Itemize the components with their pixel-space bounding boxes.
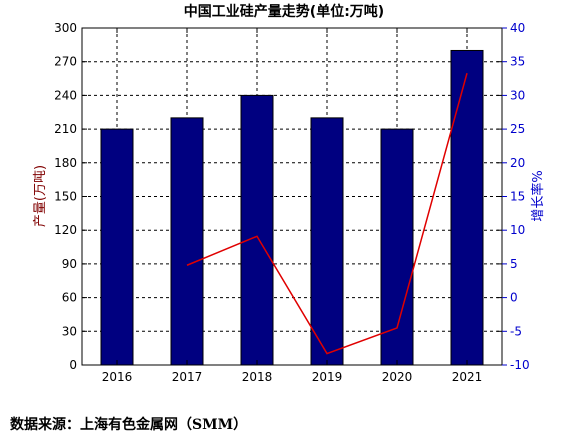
growth-line-group: [186, 72, 468, 355]
right-axis: -10 -5 0 5 10 15 20 25 30 35 40: [502, 21, 530, 372]
y2-tick-label: 5: [510, 257, 518, 271]
bars-group: [100, 49, 484, 366]
bar: [380, 128, 414, 366]
x-tick-label: 2018: [242, 370, 273, 384]
y2-tick-label: 35: [510, 55, 525, 69]
y-tick-label: 30: [62, 324, 77, 338]
y-tick-label: 210: [54, 122, 77, 136]
grid-lines: [82, 28, 502, 365]
y2-axis-label: 增长率%: [530, 170, 546, 221]
x-tick-label: 2019: [312, 370, 343, 384]
y2-tick-label: 30: [510, 88, 525, 102]
y-tick-label: 0: [69, 358, 77, 372]
y2-tick-label: 10: [510, 223, 525, 237]
y2-tick-label: -5: [510, 324, 522, 338]
y-tick-label: 300: [54, 21, 77, 35]
y-tick-label: 180: [54, 156, 77, 170]
y2-tick-label: 40: [510, 21, 525, 35]
x-tick-label: 2016: [102, 370, 133, 384]
y2-tick-label: 0: [510, 291, 518, 305]
y2-tick-label: 20: [510, 156, 525, 170]
growth-rate-line: [186, 72, 468, 355]
y-tick-label: 240: [54, 88, 77, 102]
y2-tick-label: 25: [510, 122, 525, 136]
x-tick-label: 2020: [382, 370, 413, 384]
bar: [100, 128, 134, 366]
y-tick-label: 150: [54, 190, 77, 204]
x-axis: 2016 2017 2018 2019 2020 2021: [102, 28, 483, 384]
y-tick-label: 90: [62, 257, 77, 271]
y2-tick-label: 15: [510, 190, 525, 204]
bar: [310, 117, 344, 366]
x-tick-label: 2017: [172, 370, 203, 384]
bar: [450, 49, 484, 366]
chart-title: 中国工业硅产量走势(单位:万吨): [184, 3, 384, 20]
y-axis-label: 产量(万吨): [33, 165, 48, 227]
y-tick-label: 270: [54, 55, 77, 69]
bar: [240, 94, 274, 366]
y-tick-label: 60: [62, 291, 77, 305]
source-footer: 数据来源：上海有色金属网（SMM）: [10, 417, 248, 433]
chart-svg: 中国工业硅产量走势(单位:万吨) 03060901201501802102402…: [33, 3, 546, 384]
y2-tick-label: -10: [510, 358, 530, 372]
bar: [170, 117, 204, 366]
x-tick-label: 2021: [452, 370, 483, 384]
left-axis: 0 30 60 90 120 150 180 210 240 270 300: [54, 21, 502, 372]
y-tick-label: 120: [54, 223, 77, 237]
